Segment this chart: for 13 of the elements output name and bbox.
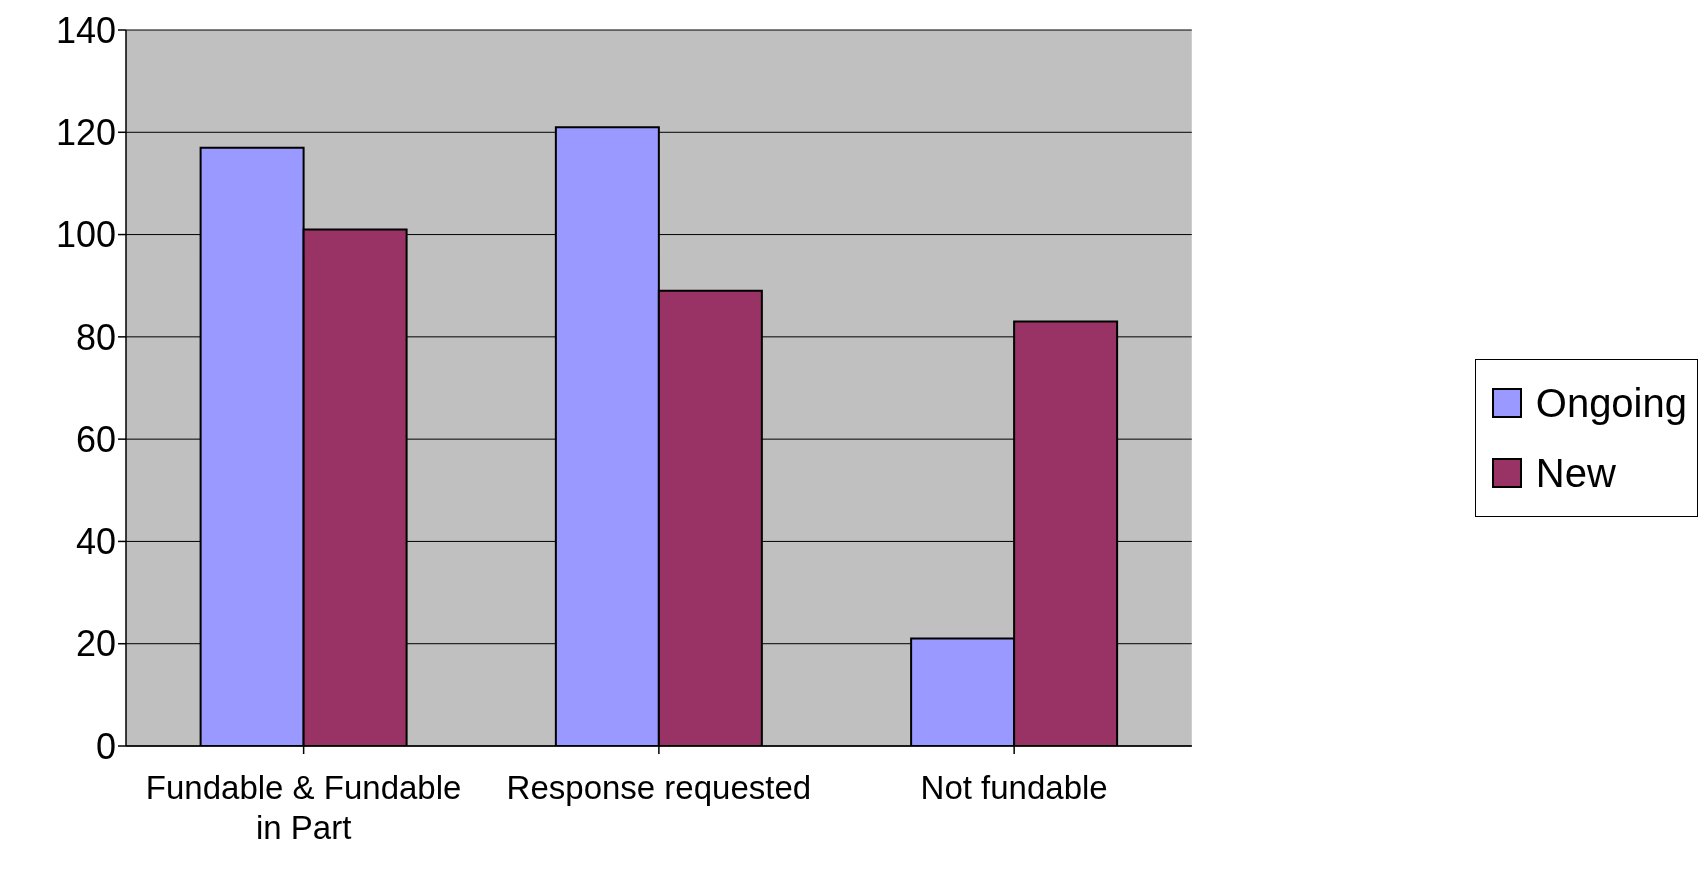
y-tick-label: 20 [75,623,116,665]
y-tick-label: 80 [75,316,116,358]
legend-label: New [1535,450,1616,496]
x-tick-label: Not fundable [920,769,1108,806]
y-tick-label: 100 [55,214,116,256]
y-tick-label: 120 [55,112,116,154]
legend-label: Ongoing [1535,380,1687,426]
y-tick-label: 140 [55,9,116,51]
y-tick-label: 0 [95,725,116,767]
x-tick-label: Response requested [506,769,812,806]
x-tick-label: Fundable & Fundable in Part [145,769,462,846]
y-tick-label: 60 [75,418,116,460]
y-tick-label: 40 [75,521,116,563]
